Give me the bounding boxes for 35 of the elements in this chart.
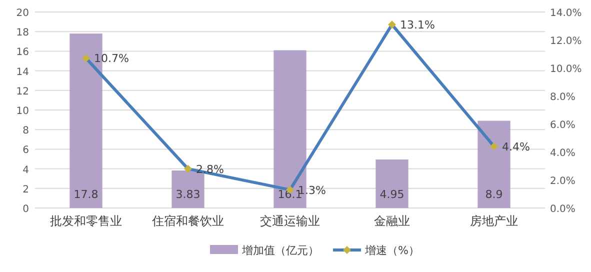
data-label: 17.8 <box>74 188 98 201</box>
x-tick-label: 批发和零售业 <box>50 214 122 228</box>
y2-tick-label: 8.0% <box>550 92 576 103</box>
y2-tick-label: 0.0% <box>550 204 576 215</box>
y-tick-label: 16 <box>16 47 29 58</box>
y2-tick-label: 4.0% <box>550 148 576 159</box>
x-tick-label: 住宿和餐饮业 <box>151 214 224 228</box>
data-label: 13.1% <box>400 18 435 32</box>
data-label: 10.7% <box>94 52 129 66</box>
x-tick-label: 金融业 <box>374 214 410 228</box>
y-tick-label: 6 <box>22 145 29 156</box>
y2-tick-label: 10.0% <box>550 64 582 75</box>
y2-tick-label: 12.0% <box>550 36 582 47</box>
y-tick-label: 14 <box>16 66 29 78</box>
bar <box>376 159 408 208</box>
x-tick-label: 交通运输业 <box>260 214 320 228</box>
data-label: 4.4% <box>502 140 530 154</box>
data-label: 2.8% <box>196 162 224 176</box>
y2-tick-label: 2.0% <box>550 176 576 187</box>
y-tick-label: 8 <box>22 126 29 137</box>
y-tick-label: 4 <box>22 164 29 176</box>
y2-tick-label: 6.0% <box>550 120 576 131</box>
legend-label: 增加值（亿元） <box>241 244 319 257</box>
data-label: 3.83 <box>176 188 200 201</box>
y-tick-label: 10 <box>16 106 29 117</box>
y2-tick-label: 14.0% <box>550 8 582 19</box>
y-tick-label: 0 <box>22 204 29 215</box>
y-tick-label: 12 <box>16 86 29 98</box>
y-tick-label: 2 <box>22 184 29 196</box>
data-label: 4.95 <box>380 188 404 201</box>
legend-label: 增速（%） <box>364 244 420 257</box>
data-label: 8.9 <box>485 188 503 201</box>
y-tick-label: 20 <box>16 8 29 19</box>
y-tick-label: 18 <box>16 28 29 39</box>
x-tick-label: 房地产业 <box>470 214 518 228</box>
